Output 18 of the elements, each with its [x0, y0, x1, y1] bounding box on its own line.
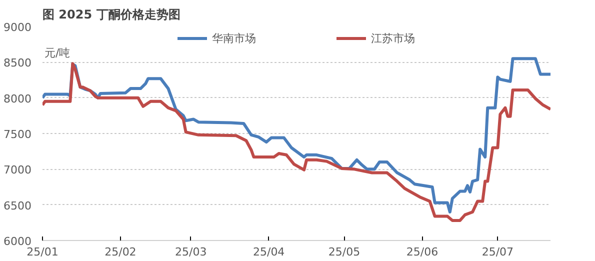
chart-title: 图 2025 丁酮价格走势图 — [42, 8, 180, 22]
x-tick-label: 25/06 — [406, 246, 438, 258]
y-tick-label: 8000 — [4, 92, 32, 106]
x-tick-label: 25/03 — [175, 246, 207, 258]
y-axis-title: 元/吨 — [44, 46, 70, 60]
x-tick-label: 25/02 — [104, 246, 136, 258]
legend-label: 江苏市场 — [371, 30, 415, 46]
x-tick-label: 25/05 — [328, 246, 360, 258]
y-tick-label: 7000 — [4, 164, 32, 177]
y-tick-label: 6000 — [4, 235, 32, 248]
x-tick-label: 25/04 — [252, 246, 285, 258]
y-tick-label: 8500 — [4, 56, 32, 70]
x-tick-label: 25/07 — [482, 246, 514, 258]
y-tick-label: 9000 — [4, 21, 32, 34]
y-tick-label: 7500 — [4, 128, 32, 141]
legend-label: 华南市场 — [212, 30, 256, 46]
y-tick-label: 6500 — [4, 199, 32, 212]
x-tick-label: 25/01 — [26, 246, 58, 258]
